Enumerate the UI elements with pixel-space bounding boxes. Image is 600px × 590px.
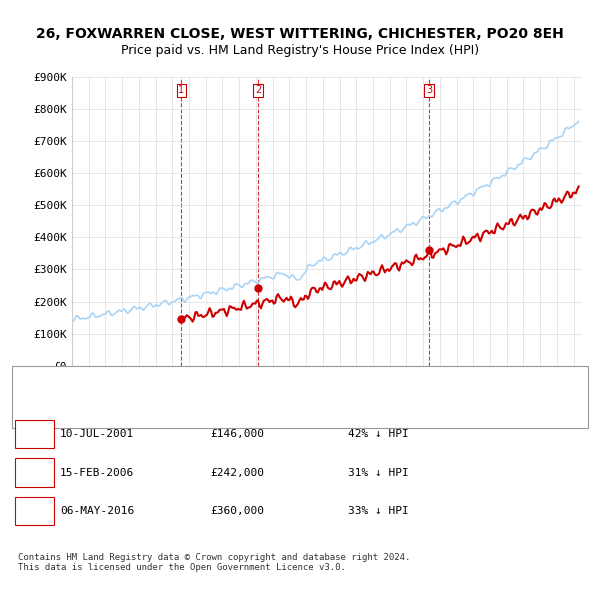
- Text: 3: 3: [31, 506, 38, 516]
- Text: 42% ↓ HPI: 42% ↓ HPI: [348, 430, 409, 439]
- Text: —: —: [33, 395, 51, 413]
- Text: 3: 3: [426, 86, 432, 96]
- Text: 31% ↓ HPI: 31% ↓ HPI: [348, 468, 409, 477]
- Text: 06-MAY-2016: 06-MAY-2016: [60, 506, 134, 516]
- Text: 26, FOXWARREN CLOSE, WEST WITTERING, CHICHESTER, PO20 8EH: 26, FOXWARREN CLOSE, WEST WITTERING, CHI…: [36, 27, 564, 41]
- Text: 26, FOXWARREN CLOSE, WEST WITTERING, CHICHESTER, PO20 8EH (detached house): 26, FOXWARREN CLOSE, WEST WITTERING, CHI…: [57, 378, 492, 387]
- Text: 1: 1: [31, 430, 38, 439]
- Text: £360,000: £360,000: [210, 506, 264, 516]
- Text: 1: 1: [178, 86, 184, 96]
- Text: 33% ↓ HPI: 33% ↓ HPI: [348, 506, 409, 516]
- Text: Price paid vs. HM Land Registry's House Price Index (HPI): Price paid vs. HM Land Registry's House …: [121, 44, 479, 57]
- Text: £242,000: £242,000: [210, 468, 264, 477]
- Text: —: —: [33, 373, 51, 391]
- Text: 15-FEB-2006: 15-FEB-2006: [60, 468, 134, 477]
- Text: Contains HM Land Registry data © Crown copyright and database right 2024.
This d: Contains HM Land Registry data © Crown c…: [18, 553, 410, 572]
- Text: 2: 2: [255, 86, 261, 96]
- Text: HPI: Average price, detached house, Chichester: HPI: Average price, detached house, Chic…: [57, 399, 327, 409]
- Text: 2: 2: [31, 468, 38, 477]
- Text: 10-JUL-2001: 10-JUL-2001: [60, 430, 134, 439]
- Text: £146,000: £146,000: [210, 430, 264, 439]
